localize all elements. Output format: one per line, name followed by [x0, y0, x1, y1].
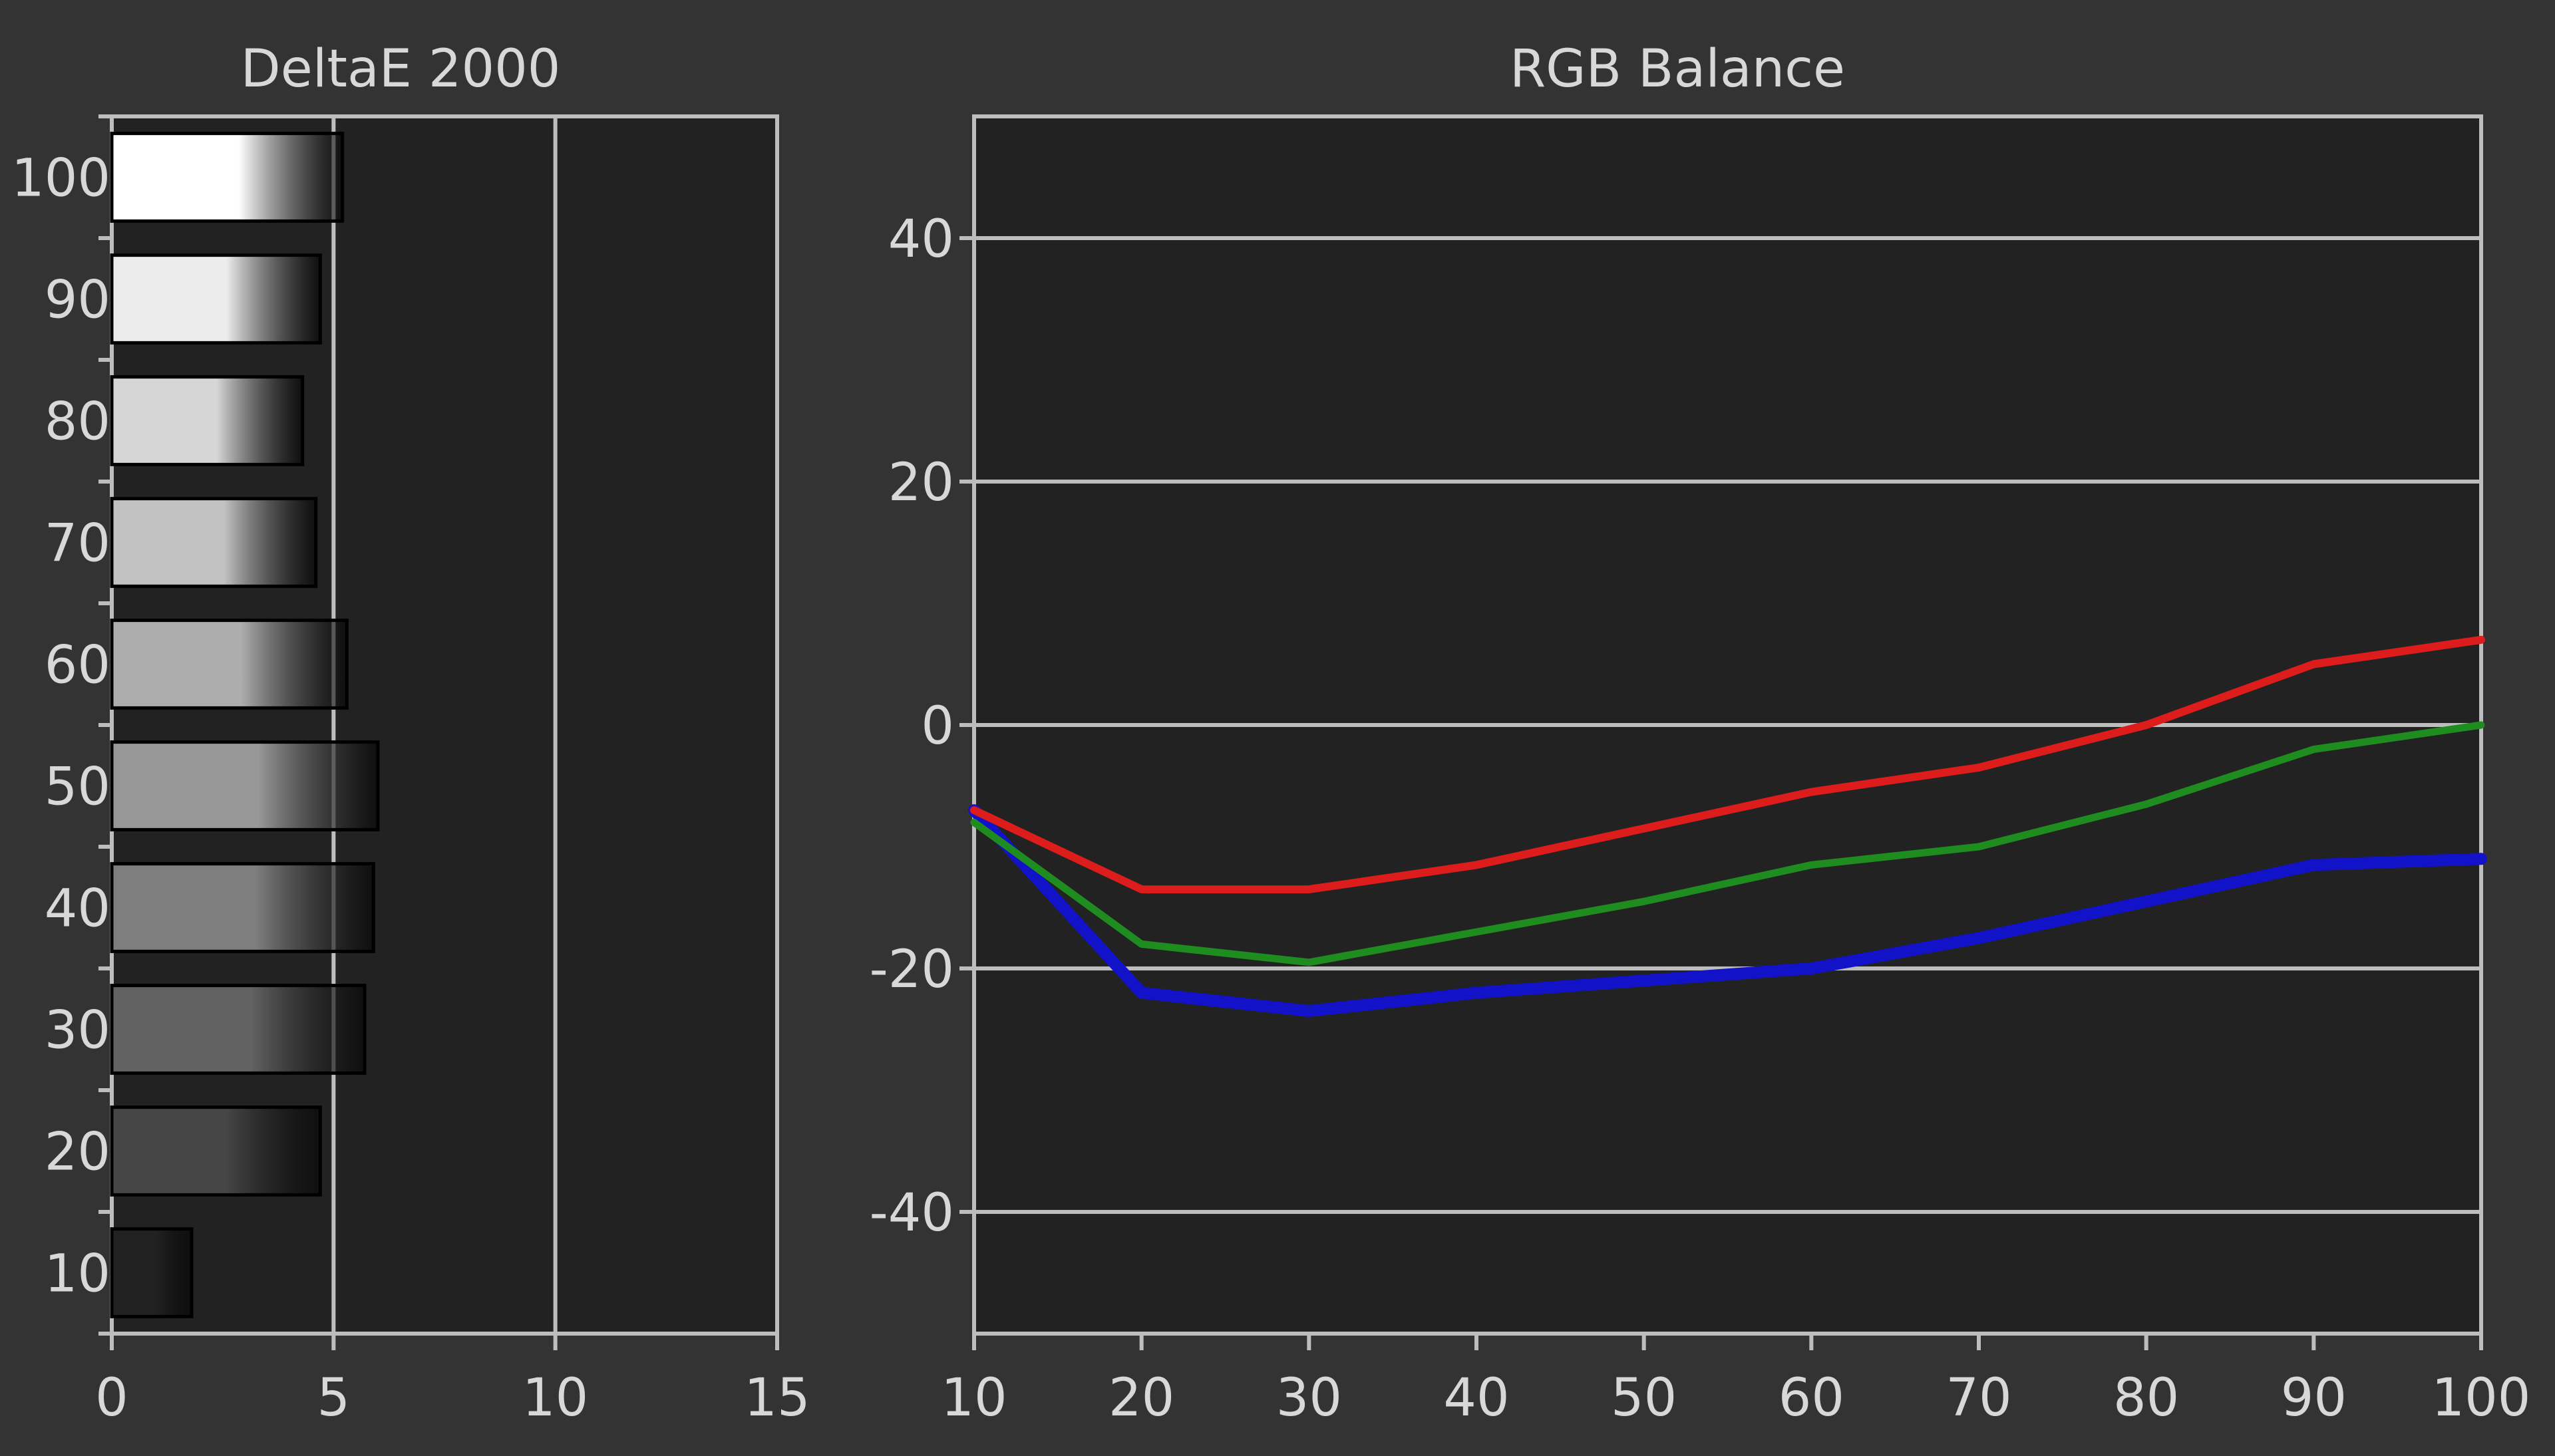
deltae-bar-50 — [110, 740, 380, 831]
deltae-bar-30 — [110, 984, 367, 1075]
deltae-y-tick-label: 10 — [45, 1244, 110, 1304]
rgb-x-tick-label: 50 — [1611, 1368, 1677, 1428]
deltae-bar-10 — [110, 1227, 194, 1318]
deltae-bar-90 — [110, 253, 322, 345]
deltae-x-tick-label: 5 — [317, 1368, 351, 1428]
rgb-balance-chart: RGB Balance 40 20 0 -20 -40 10 20 30 40 50 60 70 80… — [870, 39, 2531, 1428]
deltae-y-tick-label: 60 — [45, 636, 110, 696]
deltae-y-tick-labels: 100 90 80 70 60 50 40 30 20 10 — [11, 149, 110, 1304]
rgb-series-lines — [968, 635, 2487, 1017]
deltae-x-tick-label: 10 — [522, 1368, 588, 1428]
rgb-x-tick-label: 80 — [2113, 1368, 2179, 1428]
rgb-y-tick-label: 0 — [921, 696, 954, 756]
deltae-chart-title: DeltaE 2000 — [241, 39, 561, 99]
deltae-bar-70 — [110, 497, 318, 588]
deltae-x-tick-label: 0 — [95, 1368, 128, 1428]
rgb-gridlines — [959, 114, 2483, 1350]
rgb-red-line — [970, 635, 2485, 894]
deltae-bar-60 — [110, 619, 349, 710]
rgb-y-tick-label: 40 — [888, 210, 954, 269]
deltae-y-tick-label: 80 — [45, 392, 110, 452]
deltae-bar-40 — [110, 862, 375, 953]
deltae-y-tick-label: 50 — [45, 758, 110, 817]
rgb-blue-line — [968, 804, 2487, 1017]
rgb-chart-title: RGB Balance — [1510, 39, 1845, 99]
rgb-y-tick-labels: 40 20 0 -20 -40 — [870, 210, 954, 1243]
rgb-y-tick-label: 20 — [888, 453, 954, 513]
rgb-y-tick-label: -40 — [870, 1183, 954, 1243]
rgb-x-tick-label: 100 — [2432, 1368, 2531, 1428]
deltae-y-tick-label: 40 — [45, 879, 110, 939]
rgb-x-tick-label: 60 — [1779, 1368, 1844, 1428]
rgb-x-tick-label: 40 — [1443, 1368, 1509, 1428]
rgb-x-tick-label: 70 — [1946, 1368, 2011, 1428]
deltae-bar-20 — [110, 1105, 322, 1197]
deltae-x-tick-labels: 0 5 10 15 — [95, 1368, 810, 1428]
deltae-bar-100 — [110, 132, 345, 223]
rgb-x-tick-labels: 10 20 30 40 50 60 70 80 90 100 — [941, 1368, 2530, 1428]
deltae-y-tick-label: 30 — [45, 1001, 110, 1061]
deltae-chart: DeltaE 2000 100 90 80 70 60 50 40 30 20 10 0 5 10 15 — [11, 39, 810, 1428]
deltae-bars — [110, 132, 380, 1318]
deltae-y-tick-label: 20 — [45, 1123, 110, 1183]
deltae-y-tick-label: 70 — [45, 514, 110, 574]
rgb-x-tick-label: 10 — [941, 1368, 1007, 1428]
deltae-bar-80 — [110, 375, 305, 466]
rgb-x-tick-label: 30 — [1276, 1368, 1342, 1428]
deltae-x-tick-label: 15 — [744, 1368, 810, 1428]
rgb-green-line — [970, 721, 2485, 966]
rgb-x-tick-label: 90 — [2281, 1368, 2347, 1428]
rgb-x-tick-label: 20 — [1108, 1368, 1174, 1428]
deltae-y-tick-label: 100 — [11, 149, 110, 209]
deltae-y-tick-label: 90 — [45, 271, 110, 331]
rgb-y-tick-label: -20 — [870, 940, 954, 1000]
